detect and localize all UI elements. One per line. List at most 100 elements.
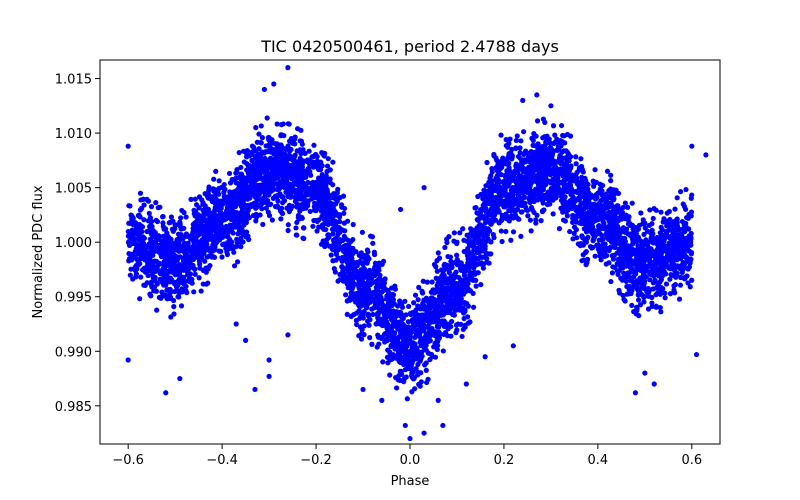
data-point	[636, 313, 642, 319]
data-point	[671, 247, 677, 253]
data-point	[291, 154, 297, 161]
data-point	[241, 159, 247, 165]
data-point	[540, 196, 547, 202]
data-point	[436, 332, 442, 338]
data-point	[233, 170, 239, 176]
data-point	[687, 258, 693, 264]
data-point	[241, 194, 247, 201]
data-point	[312, 217, 319, 224]
data-point	[527, 187, 533, 193]
data-point	[588, 194, 594, 200]
data-point	[608, 278, 614, 285]
data-point	[561, 198, 567, 204]
data-point	[545, 154, 551, 160]
data-point	[342, 266, 348, 272]
data-point	[686, 226, 692, 232]
data-point	[316, 224, 322, 230]
data-point	[544, 140, 550, 146]
data-point	[616, 267, 623, 274]
data-point	[256, 131, 262, 137]
data-points	[125, 65, 709, 442]
data-point	[366, 322, 372, 328]
data-point	[192, 271, 198, 277]
data-point	[646, 222, 653, 229]
data-point	[158, 244, 164, 250]
data-point	[571, 230, 577, 236]
data-point	[645, 306, 652, 312]
data-point	[178, 226, 184, 232]
data-point	[677, 282, 684, 288]
data-point	[125, 228, 131, 235]
data-point	[688, 230, 694, 237]
data-point	[661, 268, 667, 274]
data-point	[478, 282, 484, 288]
data-point	[678, 234, 684, 240]
data-point	[376, 265, 382, 271]
data-point	[499, 164, 505, 171]
data-point	[145, 272, 151, 279]
data-point	[435, 250, 441, 256]
data-point	[573, 218, 579, 224]
data-point	[430, 304, 436, 310]
data-point	[184, 243, 190, 249]
data-point	[153, 217, 159, 223]
data-point	[476, 249, 482, 255]
data-point	[278, 216, 284, 222]
data-point	[226, 170, 233, 177]
data-point	[159, 277, 165, 283]
data-point	[498, 218, 504, 224]
data-point	[419, 290, 426, 296]
data-point	[341, 210, 347, 216]
data-point	[147, 223, 153, 230]
data-point	[339, 202, 345, 208]
data-point	[343, 292, 349, 298]
data-point	[641, 231, 647, 237]
data-point	[506, 165, 512, 171]
data-point	[151, 258, 158, 264]
data-point	[417, 358, 423, 364]
data-point	[437, 289, 443, 295]
data-point	[250, 179, 256, 185]
data-point	[222, 186, 228, 192]
data-point	[616, 246, 622, 252]
data-point	[661, 243, 667, 250]
data-point	[663, 281, 670, 287]
data-point	[221, 181, 227, 188]
data-point	[387, 372, 393, 378]
data-point	[224, 201, 231, 207]
data-point	[314, 228, 320, 234]
data-point	[390, 308, 396, 314]
data-point	[171, 311, 177, 317]
data-point	[409, 317, 415, 323]
data-point	[314, 154, 320, 160]
data-point	[244, 202, 250, 209]
data-point	[531, 209, 537, 216]
data-point	[663, 218, 669, 224]
data-point	[295, 126, 301, 132]
data-point	[531, 130, 537, 137]
data-point	[337, 195, 343, 201]
data-point	[283, 189, 289, 195]
data-point	[235, 231, 241, 237]
data-point	[662, 290, 668, 296]
data-point	[445, 253, 451, 260]
data-point	[241, 148, 247, 154]
data-point	[394, 355, 401, 361]
data-point	[618, 263, 624, 270]
data-point	[590, 178, 596, 184]
data-point	[275, 198, 281, 204]
data-point	[130, 219, 137, 225]
data-point	[543, 147, 549, 153]
data-point	[627, 244, 634, 250]
data-point	[231, 249, 237, 255]
data-point	[357, 286, 364, 293]
data-point	[187, 234, 193, 240]
data-point	[518, 209, 525, 215]
data-point	[272, 203, 279, 210]
data-point	[477, 222, 484, 228]
data-point	[500, 214, 506, 220]
data-point	[441, 323, 447, 329]
data-point	[587, 222, 593, 228]
data-point	[175, 231, 182, 237]
data-point	[231, 263, 238, 269]
